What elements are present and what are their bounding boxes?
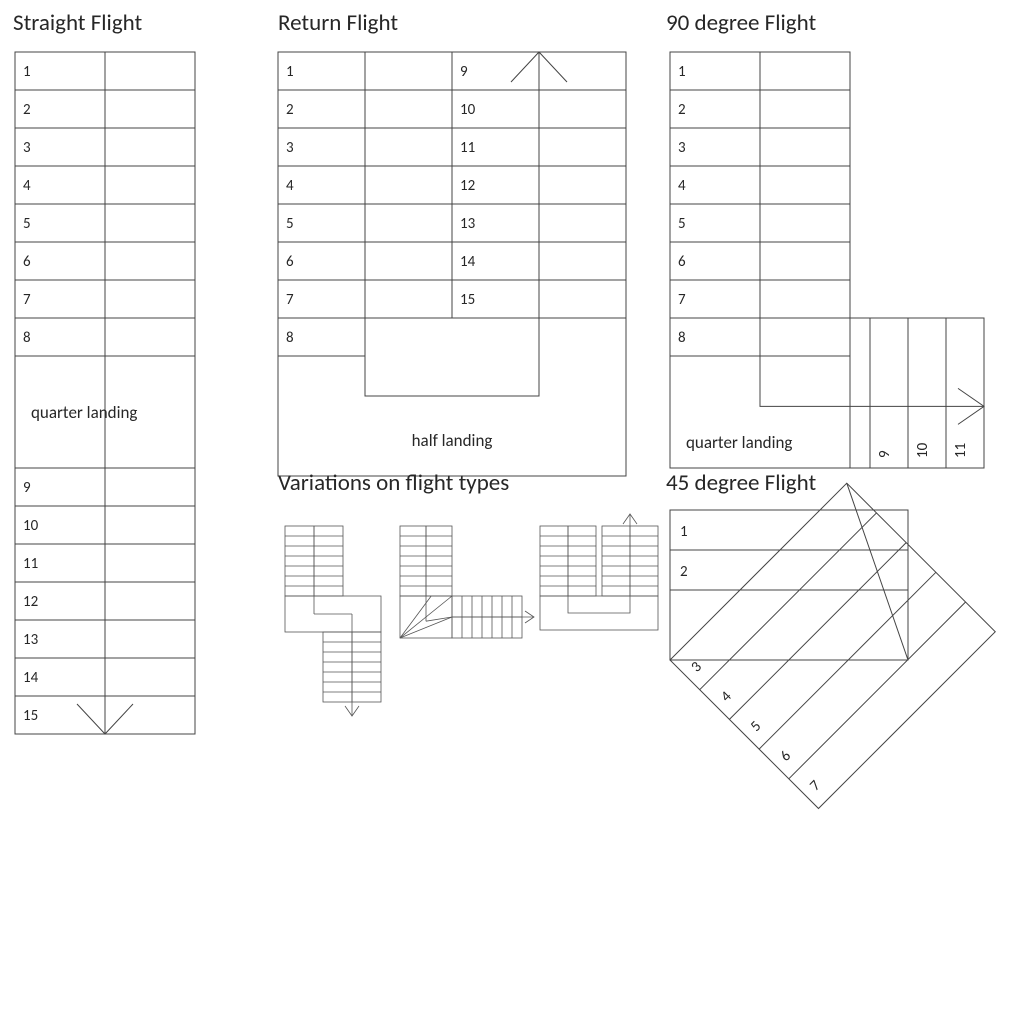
- svg-text:5: 5: [747, 718, 765, 736]
- svg-text:8: 8: [23, 329, 31, 347]
- svg-text:5: 5: [678, 215, 686, 233]
- svg-text:2: 2: [286, 101, 294, 119]
- svg-text:2: 2: [680, 563, 688, 581]
- svg-text:8: 8: [678, 329, 686, 347]
- svg-text:Return Flight: Return Flight: [278, 9, 398, 37]
- svg-text:1: 1: [680, 523, 688, 541]
- svg-text:13: 13: [23, 631, 39, 649]
- svg-text:11: 11: [460, 139, 475, 157]
- svg-text:15: 15: [23, 707, 38, 725]
- svg-text:7: 7: [23, 291, 31, 309]
- svg-text:7: 7: [678, 291, 686, 309]
- svg-text:8: 8: [286, 329, 294, 347]
- svg-text:7: 7: [286, 291, 294, 309]
- svg-text:7: 7: [806, 777, 824, 795]
- svg-text:3: 3: [688, 658, 706, 676]
- svg-text:15: 15: [460, 291, 475, 309]
- svg-text:3: 3: [23, 139, 31, 157]
- svg-text:10: 10: [460, 101, 476, 119]
- svg-text:half landing: half landing: [412, 430, 493, 451]
- svg-text:5: 5: [23, 215, 31, 233]
- svg-text:9: 9: [876, 450, 894, 458]
- svg-text:4: 4: [678, 177, 686, 195]
- svg-text:14: 14: [23, 669, 39, 687]
- svg-text:4: 4: [717, 688, 735, 706]
- svg-text:2: 2: [678, 101, 686, 119]
- svg-text:14: 14: [460, 253, 476, 271]
- svg-text:90 degree Flight: 90 degree Flight: [666, 9, 816, 37]
- svg-text:3: 3: [678, 139, 686, 157]
- svg-text:13: 13: [460, 215, 476, 233]
- svg-text:6: 6: [286, 253, 294, 271]
- svg-text:9: 9: [23, 479, 31, 497]
- svg-text:4: 4: [23, 177, 31, 195]
- svg-text:1: 1: [286, 63, 294, 81]
- diagram-canvas: Straight Flight12345678quarter landing91…: [0, 0, 1024, 1009]
- svg-text:quarter landing: quarter landing: [31, 402, 137, 423]
- svg-text:2: 2: [23, 101, 31, 119]
- svg-text:12: 12: [23, 593, 38, 611]
- svg-text:6: 6: [777, 747, 795, 765]
- svg-text:45 degree Flight: 45 degree Flight: [666, 469, 816, 497]
- svg-text:6: 6: [678, 253, 686, 271]
- svg-text:10: 10: [914, 442, 932, 458]
- svg-text:6: 6: [23, 253, 31, 271]
- svg-text:12: 12: [460, 177, 475, 195]
- svg-text:5: 5: [286, 215, 294, 233]
- svg-text:4: 4: [286, 177, 294, 195]
- svg-text:11: 11: [952, 443, 970, 458]
- svg-text:quarter landing: quarter landing: [686, 432, 792, 453]
- svg-text:10: 10: [23, 517, 39, 535]
- svg-text:Straight Flight: Straight Flight: [13, 9, 143, 37]
- svg-text:11: 11: [23, 555, 38, 573]
- svg-text:9: 9: [460, 63, 468, 81]
- svg-text:1: 1: [23, 63, 31, 81]
- svg-text:Variations on flight types: Variations on flight types: [278, 469, 509, 497]
- svg-text:3: 3: [286, 139, 294, 157]
- svg-text:1: 1: [678, 63, 686, 81]
